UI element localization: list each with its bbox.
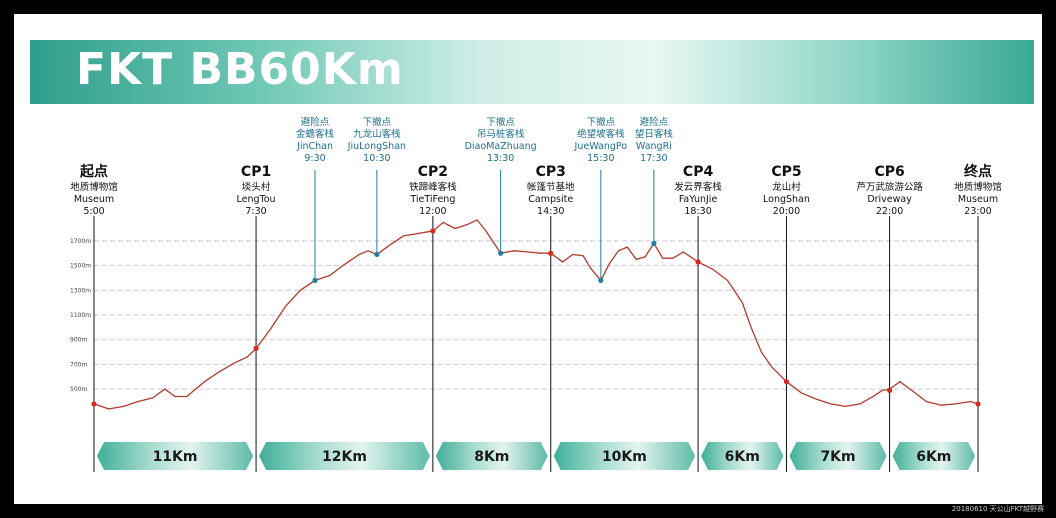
waypoint-type: 避险点 bbox=[640, 116, 669, 128]
checkpoint-en-label: TieTiFeng bbox=[409, 194, 455, 205]
segment-distance-label: 7Km bbox=[820, 449, 855, 465]
checkpoint-time: 12:00 bbox=[419, 206, 446, 217]
waypoint-en-label: JiuLongShan bbox=[347, 141, 406, 152]
waypoint-type: 避险点 bbox=[301, 116, 330, 128]
segment-arrow bbox=[435, 442, 548, 470]
waypoint-time: 9:30 bbox=[304, 153, 325, 164]
y-tick-label: 1700m bbox=[70, 238, 91, 245]
y-tick-label: 1500m bbox=[70, 263, 91, 270]
waypoint-time: 13:30 bbox=[487, 153, 514, 164]
checkpoint-name: CP6 bbox=[874, 164, 904, 180]
waypoint-en-label: WangRi bbox=[636, 141, 672, 152]
waypoint-marker bbox=[374, 251, 380, 258]
checkpoint-time: 20:00 bbox=[773, 206, 800, 217]
checkpoint-en-label: Campsite bbox=[528, 194, 573, 205]
checkpoint-en-label: Museum bbox=[74, 194, 114, 205]
segment-distance-label: 11Km bbox=[153, 449, 198, 465]
page-title: FKT BB60Km bbox=[76, 44, 404, 95]
waypoint-cn-label: 金蟾客栈 bbox=[296, 128, 335, 140]
waypoint-marker bbox=[651, 240, 657, 246]
checkpoint-cn-label: 帐篷节基地 bbox=[527, 181, 575, 193]
checkpoint-marker bbox=[430, 228, 436, 234]
checkpoint-time: 14:30 bbox=[537, 206, 564, 217]
checkpoint-marker bbox=[783, 379, 790, 385]
checkpoint-marker bbox=[695, 259, 701, 265]
checkpoint-en-label: LengTou bbox=[237, 194, 276, 205]
waypoint-type: 下撤点 bbox=[587, 116, 616, 128]
y-tick-label: 500m bbox=[70, 386, 87, 393]
segment-arrow bbox=[97, 442, 254, 470]
waypoint-time: 17:30 bbox=[640, 153, 667, 164]
segment-distance-label: 6Km bbox=[725, 449, 760, 465]
segment-distance-label: 8Km bbox=[474, 449, 509, 465]
waypoint-cn-label: 九龙山客栈 bbox=[353, 128, 401, 140]
segment-arrow bbox=[259, 442, 430, 470]
waypoint-marker bbox=[598, 277, 604, 284]
waypoint-cn-label: 望日客栈 bbox=[635, 128, 674, 140]
y-tick-label: 1100m bbox=[70, 312, 91, 319]
checkpoint-time: 22:00 bbox=[876, 206, 903, 217]
checkpoint-marker bbox=[975, 401, 981, 407]
checkpoint-time: 23:00 bbox=[964, 206, 991, 217]
segment-arrow bbox=[789, 442, 887, 470]
title-banner: FKT BB60Km bbox=[30, 40, 1034, 104]
waypoint-en-label: DiaoMaZhuang bbox=[465, 141, 537, 152]
checkpoint-time: 5:00 bbox=[83, 206, 104, 217]
waypoint-cn-label: 吊马桩客栈 bbox=[477, 128, 525, 140]
segment-distance-label: 6Km bbox=[916, 449, 951, 465]
waypoint-en-label: JueWangPo bbox=[574, 141, 628, 152]
y-tick-label: 1300m bbox=[70, 287, 91, 294]
checkpoint-cn-label: 芦万武旅游公路 bbox=[856, 181, 923, 193]
checkpoint-time: 18:30 bbox=[684, 206, 711, 217]
checkpoint-cn-label: 埮头村 bbox=[242, 181, 271, 193]
checkpoint-cn-label: 地质博物馆 bbox=[70, 181, 118, 193]
segment-arrow bbox=[892, 442, 975, 470]
waypoint-cn-label: 绝望坡客栈 bbox=[577, 128, 625, 140]
elevation-profile-line bbox=[93, 219, 979, 410]
waypoint-marker bbox=[498, 250, 504, 256]
checkpoint-name: 终点 bbox=[964, 163, 992, 180]
checkpoint-name: CP4 bbox=[683, 164, 714, 180]
waypoint-time: 10:30 bbox=[363, 153, 390, 164]
checkpoint-cn-label: 发云界客栈 bbox=[674, 181, 722, 193]
waypoint-marker bbox=[312, 277, 318, 284]
checkpoint-name: CP3 bbox=[536, 164, 566, 180]
segment-arrow bbox=[553, 442, 696, 470]
checkpoint-marker bbox=[548, 250, 554, 256]
segment-distance-label: 10Km bbox=[602, 449, 647, 465]
checkpoint-cn-label: 地质博物馆 bbox=[954, 181, 1002, 193]
waypoint-time: 15:30 bbox=[587, 153, 614, 164]
checkpoint-name: CP2 bbox=[418, 164, 448, 180]
checkpoint-marker bbox=[253, 345, 259, 351]
segment-arrow bbox=[701, 442, 784, 470]
watermark-text: 20180610 天公山FKT越野赛 bbox=[951, 505, 1044, 513]
checkpoint-cn-label: 龙山村 bbox=[772, 181, 801, 193]
waypoint-en-label: JinChan bbox=[296, 141, 333, 152]
checkpoint-cn-label: 铁蹄峰客栈 bbox=[409, 181, 457, 193]
checkpoint-en-label: Driveway bbox=[867, 194, 912, 205]
checkpoint-name: CP5 bbox=[771, 164, 801, 180]
checkpoint-en-label: FaYunJie bbox=[679, 194, 718, 205]
checkpoint-marker bbox=[887, 387, 893, 393]
checkpoint-en-label: LongShan bbox=[763, 194, 810, 205]
checkpoint-time: 7:30 bbox=[245, 206, 266, 217]
waypoint-type: 下撤点 bbox=[363, 116, 392, 128]
checkpoint-name: 起点 bbox=[79, 163, 108, 180]
checkpoint-en-label: Museum bbox=[958, 194, 998, 205]
segment-distance-label: 12Km bbox=[322, 449, 367, 465]
waypoint-type: 下撤点 bbox=[486, 116, 515, 128]
y-tick-label: 900m bbox=[70, 337, 87, 344]
y-tick-label: 700m bbox=[70, 361, 87, 368]
checkpoint-marker bbox=[91, 401, 97, 407]
checkpoint-name: CP1 bbox=[241, 164, 271, 180]
